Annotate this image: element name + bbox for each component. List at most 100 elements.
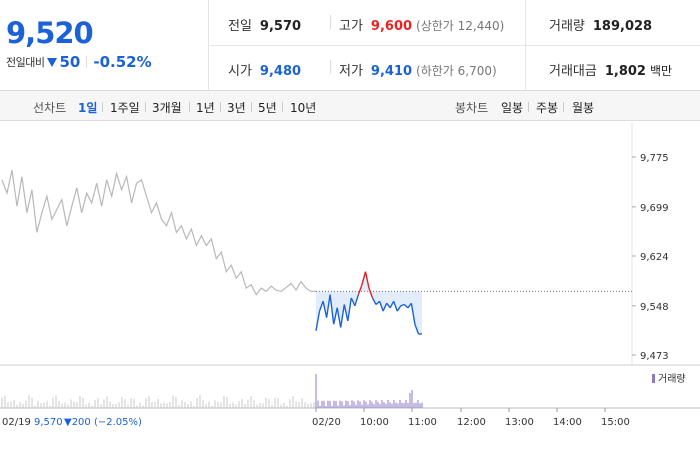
today-line-segment (371, 297, 377, 305)
candle-chart-label: 봉차트 (455, 101, 489, 115)
today-line-segment (378, 300, 384, 312)
high-stat: 고가 9,600 (상한가 12,440) (339, 15, 504, 34)
divider (563, 102, 564, 112)
today-line-segment (386, 302, 391, 309)
today-line-segment (340, 304, 345, 328)
tab-10y[interactable]: 10년 (290, 101, 317, 115)
tab-1y[interactable]: 1년 (196, 101, 215, 115)
today-line-segment (343, 304, 349, 322)
chart-period-tabs: 선차트 1일 1주일 3개월 1년 3년 5년 10년 봉차트 일봉 주봉 월봉 (0, 91, 700, 121)
today-series (315, 271, 422, 335)
y-tick-label: 9,624 (640, 252, 669, 263)
prev-day-date: 02/19 (2, 417, 31, 428)
volume-panel: 거래량 (0, 364, 700, 408)
x-tick-label: 15:00 (601, 417, 630, 428)
column-divider (525, 0, 526, 91)
x-tick-label: 10:00 (360, 417, 389, 428)
x-tick-label: 14:00 (553, 417, 582, 428)
today-line-segment (333, 307, 338, 325)
y-tick-label: 9,775 (640, 153, 669, 164)
today-line-segment (318, 300, 324, 312)
prev-day-line (1, 169, 316, 296)
divider (330, 60, 331, 74)
today-line-segment (368, 287, 374, 299)
today-line-segment (403, 303, 409, 309)
low-label: 저가 (339, 64, 363, 79)
divider (86, 56, 88, 68)
divider (251, 102, 252, 112)
stock-summary: 9,520 전일대비 50 -0.52% 전일 9,570 고가 9,600 (… (0, 0, 700, 91)
today-line-segment (315, 310, 321, 331)
today-line-segment (375, 300, 381, 306)
volume-label: 거래량 (549, 19, 585, 34)
today-line-segment (336, 307, 342, 328)
change-line: 전일대비 50 -0.52% (6, 53, 152, 71)
lower-limit: (하한가 6,700) (416, 64, 497, 78)
today-line-segment (396, 305, 402, 312)
low-stat: 저가 9,410 (하한가 6,700) (339, 60, 497, 79)
tab-1d[interactable]: 1일 (78, 101, 98, 115)
tab-3m[interactable]: 3개월 (152, 101, 182, 115)
today-line-segment (382, 302, 388, 312)
today-line-segment (329, 294, 335, 325)
tab-daily[interactable]: 일봉 (501, 101, 524, 115)
x-tick-label: 02/20 (312, 417, 341, 428)
price-box: 9,520 전일대비 50 -0.52% (0, 0, 209, 91)
today-line-segment (400, 303, 405, 307)
divider (330, 15, 331, 29)
volume-legend-swatch (652, 374, 655, 383)
divider (528, 102, 529, 112)
amount-unit: 백만 (649, 64, 673, 78)
open-stat: 시가 9,480 (228, 60, 301, 79)
prev-close-label: 전일 (228, 19, 252, 34)
tab-3y[interactable]: 3년 (227, 101, 246, 115)
x-tick-label: 11:00 (408, 417, 437, 428)
today-line-segment (393, 300, 398, 312)
divider (220, 102, 221, 112)
today-line-segment (350, 297, 356, 307)
x-tick-label: 13:00 (505, 417, 534, 428)
y-tick-label: 9,699 (640, 203, 669, 214)
chart-footer: 02/19 9,570 ▼200 (−2.05%) (2, 417, 142, 428)
today-line-segment (322, 301, 328, 318)
high-value: 9,600 (370, 19, 413, 34)
today-line-segment (407, 302, 412, 309)
open-label: 시가 (228, 64, 252, 79)
tab-1w[interactable]: 1주일 (110, 101, 140, 115)
chart-grid (316, 122, 633, 365)
y-axis: 9,775 9,699 9,624 9,548 9,473 (632, 153, 669, 362)
high-label: 고가 (339, 19, 363, 34)
amount-stat: 거래대금 1,802 백만 (549, 60, 672, 79)
volume-stat: 거래량 189,028 (549, 15, 652, 34)
current-price: 9,520 (6, 16, 94, 50)
today-line-segment (364, 271, 370, 289)
prev-day-change: ▼200 (−2.05%) (64, 417, 142, 428)
today-line-segment (354, 294, 360, 307)
x-tick-label: 12:00 (457, 417, 486, 428)
tab-monthly[interactable]: 월봉 (572, 101, 595, 115)
today-line-segment (410, 303, 416, 325)
price-chart[interactable]: 9,775 9,699 9,624 9,548 9,473 02/20 10:00 11:0… (0, 122, 700, 450)
open-value: 9,480 (259, 64, 302, 79)
tab-5y[interactable]: 5년 (258, 101, 277, 115)
amount-value: 1,802 (604, 64, 646, 79)
down-triangle-icon (47, 57, 58, 67)
change-value: 50 (59, 53, 81, 71)
prev-close-stat: 전일 9,570 (228, 15, 301, 34)
prev-day-series (1, 169, 316, 296)
divider (189, 102, 190, 112)
amount-label: 거래대금 (549, 64, 597, 79)
prev-day-close: 9,570 (34, 417, 63, 428)
today-line-segment (389, 300, 395, 309)
low-value: 9,410 (370, 64, 413, 79)
divider (282, 102, 283, 112)
volume-legend-label: 거래량 (658, 373, 686, 385)
tab-weekly[interactable]: 주봉 (536, 101, 559, 115)
y-tick-label: 9,548 (640, 302, 669, 313)
today-line-segment (357, 284, 363, 295)
today-line-segment (325, 294, 331, 318)
today-line-segment (361, 271, 367, 285)
prev-close-value: 9,570 (259, 19, 302, 34)
today-area-fill (316, 271, 422, 334)
change-label: 전일대비 (6, 56, 45, 69)
